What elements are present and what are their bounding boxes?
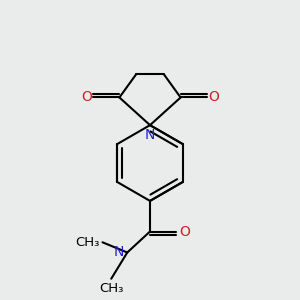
Text: O: O bbox=[179, 224, 190, 239]
Text: N: N bbox=[145, 128, 155, 142]
Text: O: O bbox=[208, 91, 219, 104]
Text: O: O bbox=[81, 91, 92, 104]
Text: N: N bbox=[114, 245, 124, 260]
Text: CH₃: CH₃ bbox=[75, 236, 100, 249]
Text: CH₃: CH₃ bbox=[99, 282, 123, 295]
